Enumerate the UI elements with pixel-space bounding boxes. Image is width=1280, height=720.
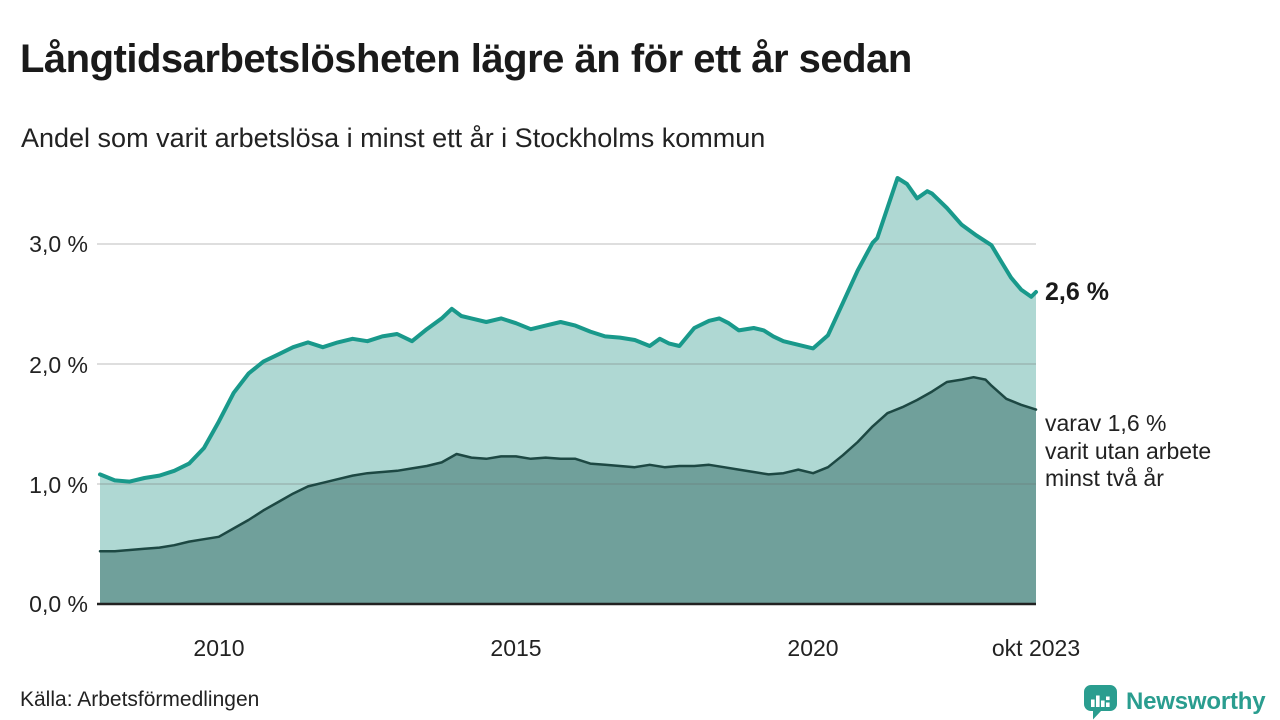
x-tick-2010: 2010 [193,635,245,661]
series-end-note-label: varav 1,6 % varit utan arbete minst två … [1045,410,1212,491]
y-tick-1: 1,0 % [29,472,88,498]
newsworthy-chart-bubble-icon [1082,683,1119,720]
series-end-value-label: 2,6 % [1045,278,1109,306]
page-subtitle: Andel som varit arbetslösa i minst ett å… [21,123,766,153]
x-tick-2020: 2020 [787,635,839,661]
source-attribution: Källa: Arbetsförmedlingen [20,688,260,711]
page-title: Långtidsarbetslösheten lägre än för ett … [20,36,912,81]
newsworthy-logo[interactable]: Newsworthy [1082,683,1266,720]
series-line-0 [98,176,1038,484]
x-tick-2015: 2015 [490,635,542,661]
series-line-1 [98,375,1038,553]
y-tick-0: 0,0 % [29,591,88,617]
y-tick-2: 2,0 % [29,352,88,378]
x-tick-okt-2023: okt 2023 [991,635,1081,661]
newsworthy-wordmark: Newsworthy [1126,687,1266,715]
area-fill-series-1 [100,377,1036,604]
y-tick-3: 3,0 % [29,231,88,257]
